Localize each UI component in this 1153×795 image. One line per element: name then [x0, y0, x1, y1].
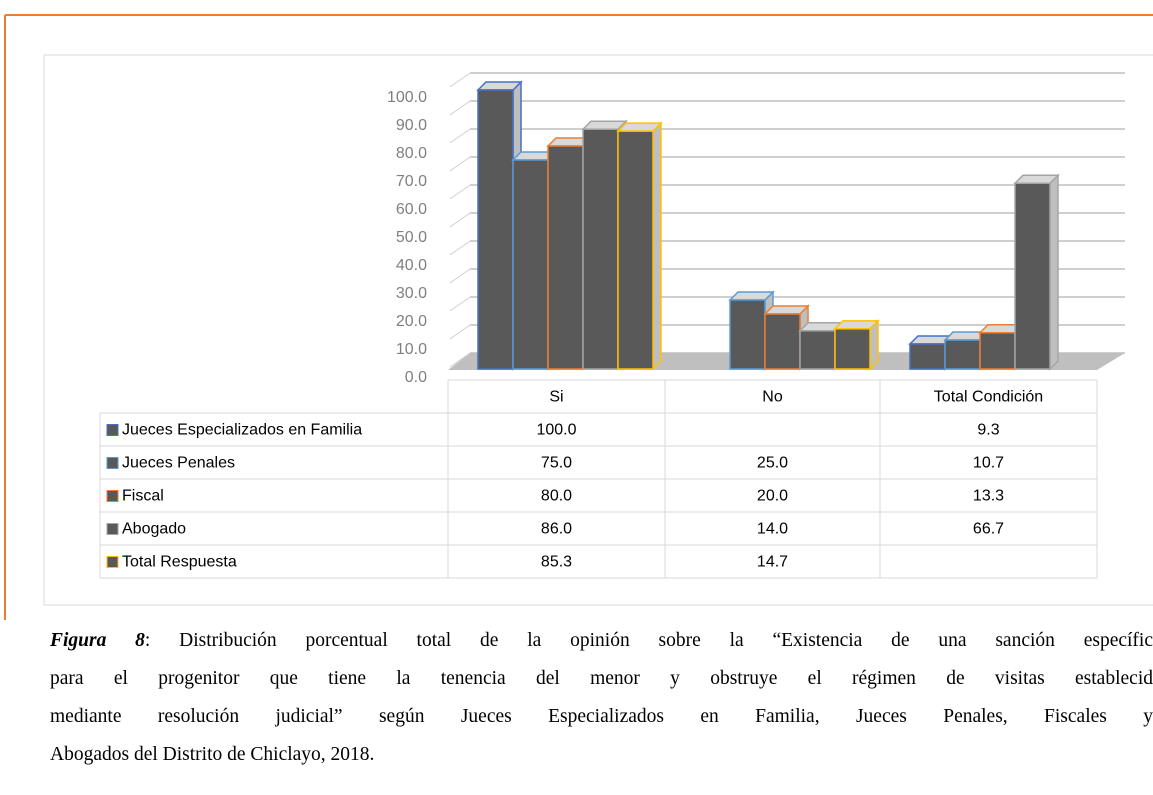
caption-text: : Distribución porcentual total de la op…: [144, 630, 1153, 651]
grid-line-side: [449, 100, 471, 116]
y-tick-label: 20.0: [396, 313, 427, 330]
table-value: 66.7: [973, 521, 1004, 538]
y-tick-label: 90.0: [396, 117, 427, 134]
legend-swatch: [106, 424, 119, 436]
x-tick-label: Si: [549, 389, 563, 406]
grid-line-side: [449, 128, 471, 144]
x-tick-label: No: [762, 389, 783, 406]
grid-line-side: [449, 352, 471, 368]
bar-front: [547, 145, 584, 370]
y-tick-label: 70.0: [396, 173, 427, 190]
table-value: 86.0: [541, 521, 572, 538]
bar-side: [652, 121, 662, 371]
bar-front: [582, 128, 619, 370]
legend-swatch: [106, 457, 119, 469]
bar-front: [617, 130, 654, 370]
grid-line-side: [449, 268, 471, 284]
bar-top: [476, 81, 523, 91]
bar-front: [512, 159, 549, 370]
legend-swatch: [106, 556, 119, 568]
grid-line-side: [449, 240, 471, 256]
bar-top: [833, 320, 880, 330]
chart: 0.0 10.0 20.0 30.0 40.0 50.0 60.0 70.0 80.0 90.0 1…: [4, 14, 1153, 620]
caption-line: Abogados del Distrito de Chiclayo, 2018.: [50, 744, 375, 765]
bar: [616, 121, 663, 371]
grid-line-side: [449, 212, 471, 228]
table-value: 20.0: [757, 488, 788, 505]
table-value: 85.3: [541, 554, 572, 571]
y-tick-label: 0.0: [405, 369, 427, 386]
legend-swatch: [106, 490, 119, 502]
grid-line-side: [449, 296, 471, 312]
chart-border: [43, 54, 1153, 606]
table-value: 9.3: [977, 422, 999, 439]
table-value: 75.0: [541, 455, 572, 472]
bar-top: [1013, 174, 1060, 184]
bar: [1013, 173, 1060, 371]
bar-top: [728, 291, 775, 301]
legend-label: Abogado: [122, 521, 186, 538]
table-value: 14.0: [757, 521, 788, 538]
bar-front: [1014, 182, 1051, 370]
y-tick-label: 10.0: [396, 341, 427, 358]
bar-top: [616, 122, 663, 132]
y-tick-label: 40.0: [396, 257, 427, 274]
legend-swatch: [106, 523, 119, 535]
y-tick-label: 100.0: [387, 89, 427, 106]
grid-line-side: [449, 156, 471, 172]
grid-line-side: [449, 184, 471, 200]
table-value: 13.3: [973, 488, 1004, 505]
bar-front: [799, 330, 836, 370]
grid-line-side: [449, 72, 471, 88]
bar-top: [763, 305, 810, 315]
bar-front: [477, 89, 514, 370]
bar: [833, 319, 880, 371]
bar-front: [979, 332, 1016, 370]
caption-label: Figura 8: [50, 630, 145, 651]
y-tick-label: 60.0: [396, 201, 427, 218]
table-value: 100.0: [536, 422, 576, 439]
x-tick-label: Total Condición: [934, 389, 1043, 406]
bar-front: [729, 299, 766, 370]
grid-line-side: [449, 324, 471, 340]
legend-label: Fiscal: [122, 488, 164, 505]
legend-label: Jueces Especializados en Familia: [122, 422, 362, 439]
caption-line: Figura 8: Distribución porcentual total …: [50, 622, 1153, 660]
legend-label: Jueces Penales: [122, 455, 235, 472]
caption-line: para el progenitor que tiene la tenencia…: [50, 668, 1153, 689]
caption: Figura 8: Distribución porcentual total …: [50, 622, 1153, 774]
bar-front: [944, 339, 981, 370]
bar-front: [909, 343, 946, 370]
bar-side: [1049, 173, 1059, 371]
y-tick-label: 80.0: [396, 145, 427, 162]
legend-label: Total Respuesta: [122, 554, 237, 571]
bar-top: [581, 120, 628, 130]
y-tick-label: 30.0: [396, 285, 427, 302]
bar-front: [834, 328, 871, 370]
table-value: 10.7: [973, 455, 1004, 472]
table-value: 14.7: [757, 554, 788, 571]
bar-front: [764, 313, 801, 370]
table-value: 80.0: [541, 488, 572, 505]
y-tick-label: 50.0: [396, 229, 427, 246]
caption-line: mediante resolución judicial” según Juec…: [50, 706, 1153, 727]
table-value: 25.0: [757, 455, 788, 472]
